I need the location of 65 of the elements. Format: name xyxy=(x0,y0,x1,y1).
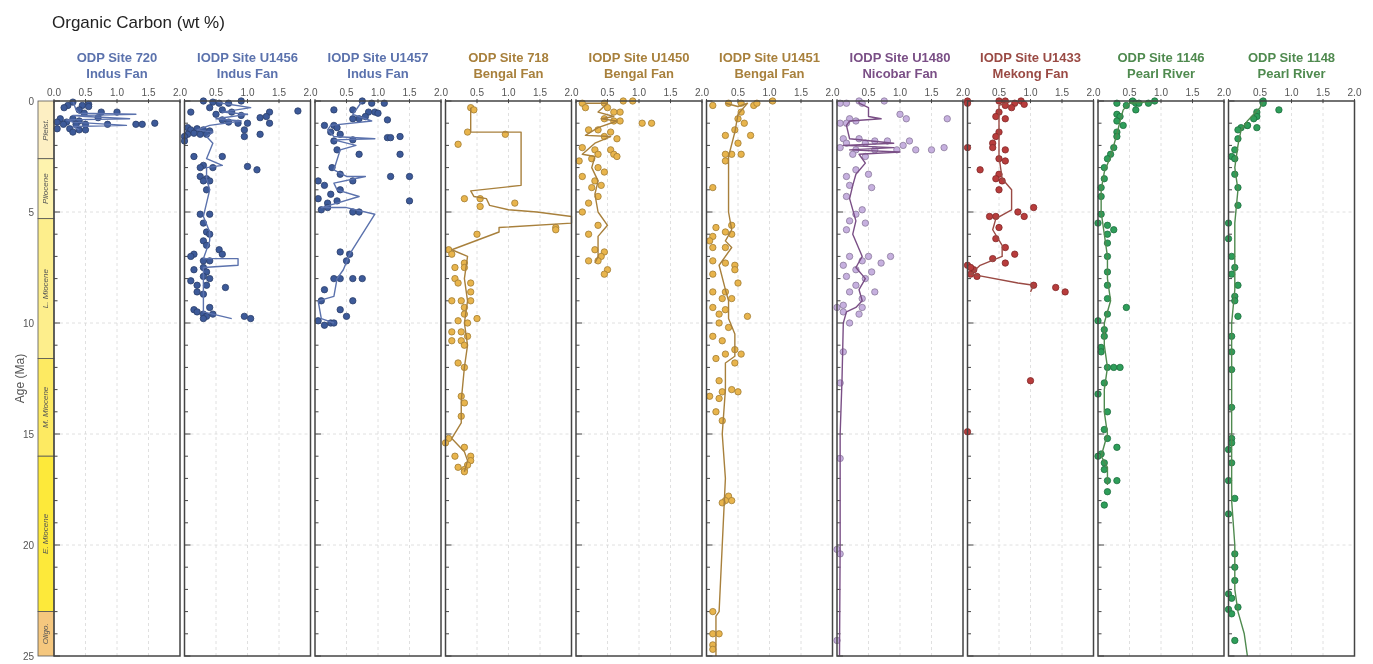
chart-title: ODP Site 1146 Pearl River xyxy=(1117,50,1205,81)
y-tick-label: 20 xyxy=(22,539,35,551)
y-tick-label: 10 xyxy=(22,317,35,329)
x-tick-label: 1.5 xyxy=(924,87,939,98)
x-tick-label: 2.0 xyxy=(173,87,188,98)
x-tick-label: 1.5 xyxy=(794,87,809,98)
chart-title: IODP Site U1450 Bengal Fan xyxy=(588,50,690,81)
x-tick-label: 0.5 xyxy=(861,87,876,98)
y-tick-label: 0 xyxy=(28,95,35,107)
x-tick-label: 1.0 xyxy=(762,87,777,98)
x-tick-label: 2.0 xyxy=(695,87,710,98)
x-tick-label: 1.5 xyxy=(1185,87,1200,98)
x-tick-label: 2.0 xyxy=(303,87,318,98)
x-tick-label: 1.0 xyxy=(632,87,647,98)
x-tick-label: 1.0 xyxy=(240,87,255,98)
x-tick-label: 0.5 xyxy=(339,87,354,98)
series-label: Pleist. xyxy=(41,118,51,141)
x-tick-label: 1.5 xyxy=(1316,87,1331,98)
series-label: E. Miocene xyxy=(41,513,51,554)
y-tick-label: 15 xyxy=(22,428,35,440)
x-tick-label: 1.0 xyxy=(1154,87,1169,98)
x-tick-label: 0.0 xyxy=(47,87,62,98)
chart-title: IODP Site U1433 Mekong Fan xyxy=(980,50,1081,81)
x-tick-label: 1.5 xyxy=(533,87,548,98)
x-axis-title: Organic Carbon (wt %) xyxy=(52,13,225,32)
series-label: Pliocene xyxy=(41,172,51,205)
x-tick-label: 2.0 xyxy=(434,87,449,98)
x-tick-label: 2.0 xyxy=(1086,87,1101,98)
x-tick-label: 2.0 xyxy=(1217,87,1232,98)
series-label: M. Miocene xyxy=(41,386,51,429)
y-axis-title: Age (Ma) xyxy=(13,353,27,404)
x-tick-label: 1.0 xyxy=(371,87,386,98)
chart-title: ODP Site 718 Bengal Fan xyxy=(468,50,549,81)
x-tick-label: 0.5 xyxy=(731,87,746,98)
x-tick-label: 2.0 xyxy=(956,87,971,98)
x-tick-label: 2.0 xyxy=(825,87,840,98)
x-tick-label: 0.5 xyxy=(600,87,615,98)
x-tick-label: 2.0 xyxy=(564,87,579,98)
x-tick-label: 1.5 xyxy=(141,87,156,98)
series-label: L. Miocene xyxy=(41,268,51,309)
x-tick-label: 0.5 xyxy=(1253,87,1268,98)
x-tick-label: 0.5 xyxy=(470,87,485,98)
series-label: Oligo. xyxy=(41,623,51,645)
y-tick-label: 25 xyxy=(22,650,35,662)
chart-title: ODP Site 720 Indus Fan xyxy=(76,50,158,81)
x-tick-label: 1.0 xyxy=(1284,87,1299,98)
chart-title: IODP Site U1456 Indus Fan xyxy=(197,50,298,81)
x-tick-label: 0.5 xyxy=(78,87,93,98)
y-tick-label: 5 xyxy=(28,206,35,218)
chart-title: ODP Site 1148 Pearl River xyxy=(1247,50,1336,81)
x-tick-label: 0.5 xyxy=(209,87,224,98)
x-tick-label: 1.5 xyxy=(663,87,678,98)
x-tick-label: 1.5 xyxy=(402,87,417,98)
x-tick-label: 2.0 xyxy=(1347,87,1362,98)
x-tick-label: 0.5 xyxy=(1122,87,1137,98)
x-tick-label: 1.5 xyxy=(1055,87,1070,98)
x-tick-label: 1.5 xyxy=(272,87,287,98)
x-tick-label: 1.0 xyxy=(501,87,516,98)
chart-title: IODP Site U1480 Nicobar Fan xyxy=(849,50,951,81)
x-tick-label: 0.5 xyxy=(992,87,1007,98)
chart-title: IODP Site U1457 Indus Fan xyxy=(327,50,429,81)
chart-title: IODP Site U1451 Bengal Fan xyxy=(719,50,820,81)
x-tick-label: 1.0 xyxy=(110,87,125,98)
x-tick-label: 1.0 xyxy=(893,87,908,98)
x-tick-label: 1.0 xyxy=(1023,87,1038,98)
